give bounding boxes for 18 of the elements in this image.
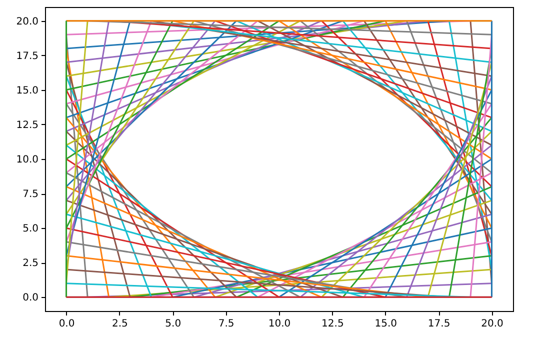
x-tick-label: 12.5 — [322, 318, 344, 330]
x-tick-label: 5.0 — [165, 318, 182, 330]
y-tick-label: 2.5 — [22, 258, 38, 270]
y-tick-label: 15.0 — [16, 85, 38, 96]
y-tick-label: 12.5 — [16, 120, 38, 131]
x-tick-label: 0.0 — [58, 318, 75, 330]
x-tick-label: 2.5 — [112, 318, 128, 330]
x-tick-label: 15.0 — [374, 318, 397, 330]
y-tick-label: 5.0 — [22, 224, 38, 235]
x-tick-label: 20.0 — [481, 318, 504, 330]
y-tick-label: 17.5 — [16, 50, 38, 62]
y-tick-label: 20.0 — [16, 16, 38, 28]
x-tick-label: 7.5 — [218, 318, 234, 330]
x-tick-label: 10.0 — [268, 318, 291, 330]
x-tick-label: 17.5 — [428, 318, 450, 330]
y-tick-label: 0.0 — [22, 292, 38, 304]
y-tick-label: 10.0 — [16, 154, 38, 166]
y-tick-label: 7.5 — [22, 189, 38, 200]
